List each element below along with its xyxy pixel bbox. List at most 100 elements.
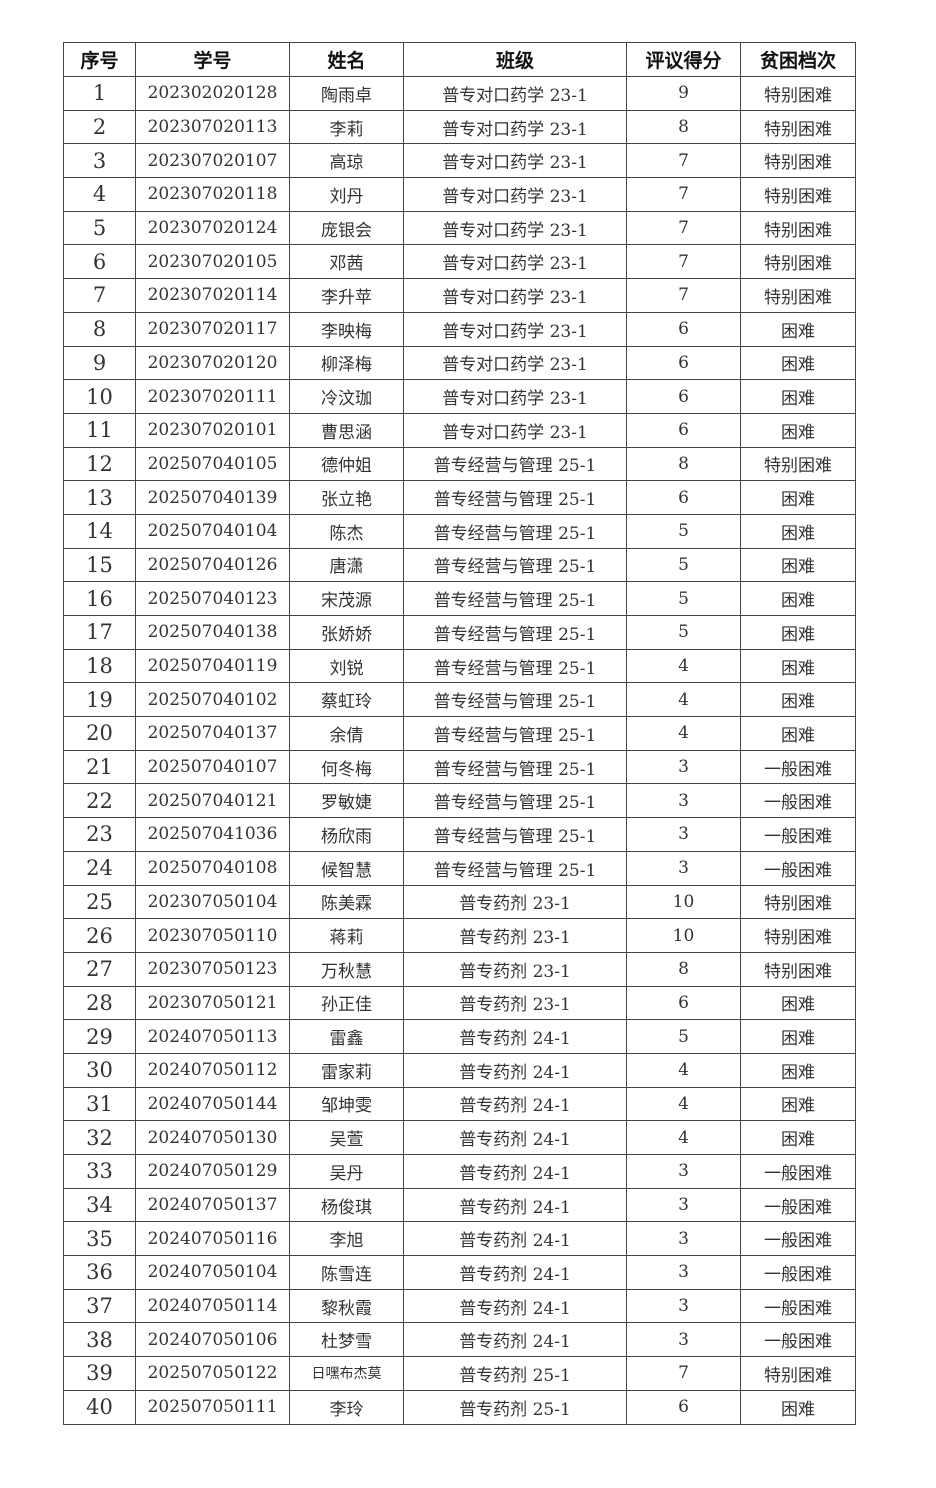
class-cell: 普专药剂 24-1 (403, 1052, 627, 1088)
header-score: 评议得分 (626, 42, 741, 77)
score-cell: 6 (626, 311, 741, 347)
score-cell: 6 (626, 1389, 741, 1425)
table-row: 1 202302020128 陶雨卓 普专对口药学 23-1 9 特别困难 (63, 76, 856, 111)
score-cell: 3 (626, 1322, 741, 1358)
student-id-cell: 202507040126 (135, 547, 290, 583)
student-id-cell: 202407050129 (135, 1154, 290, 1189)
score-cell: 9 (626, 76, 741, 111)
class-cell: 普专药剂 24-1 (403, 1255, 627, 1290)
score-cell: 4 (626, 648, 741, 684)
score-cell: 6 (626, 345, 741, 381)
class-cell: 普专经营与管理 25-1 (403, 615, 627, 650)
name-cell: 陈杰 (289, 513, 404, 549)
seq-cell: 7 (63, 278, 136, 313)
score-cell: 5 (626, 513, 741, 549)
table-row: 23 202507041036 杨欣雨 普专经营与管理 25-1 3 一般困难 (63, 817, 856, 852)
class-cell: 普专药剂 23-1 (403, 918, 627, 953)
level-cell: 困难 (740, 379, 856, 414)
student-id-cell: 202307020111 (135, 379, 290, 414)
level-cell: 困难 (740, 1086, 856, 1122)
table-row: 28 202307050121 孙正佳 普专药剂 23-1 6 困难 (63, 985, 856, 1021)
table-row: 2 202307020113 李莉 普专对口药学 23-1 8 特别困难 (63, 109, 856, 145)
class-cell: 普专药剂 25-1 (403, 1356, 627, 1391)
student-id-cell: 202302020128 (135, 76, 290, 111)
class-cell: 普专对口药学 23-1 (403, 76, 627, 111)
name-cell: 刘锐 (289, 648, 404, 684)
seq-cell: 29 (63, 1019, 136, 1054)
name-cell: 李映梅 (289, 311, 404, 347)
score-cell: 7 (626, 210, 741, 246)
name-cell: 杜梦雪 (289, 1322, 404, 1358)
seq-cell: 32 (63, 1120, 136, 1155)
level-cell: 困难 (740, 513, 856, 549)
level-cell: 困难 (740, 581, 856, 616)
score-cell: 6 (626, 985, 741, 1021)
seq-cell: 18 (63, 648, 136, 684)
name-cell: 陈美霖 (289, 884, 404, 920)
header-student-id: 学号 (135, 42, 290, 77)
student-id-cell: 202407050130 (135, 1120, 290, 1155)
table-row: 5 202307020124 庞银会 普专对口药学 23-1 7 特别困难 (63, 210, 856, 246)
student-id-cell: 202507040105 (135, 446, 290, 482)
table-row: 11 202307020101 曹思涵 普专对口药学 23-1 6 困难 (63, 412, 856, 448)
level-cell: 困难 (740, 547, 856, 583)
student-id-cell: 202507040121 (135, 783, 290, 819)
student-id-cell: 202307020117 (135, 311, 290, 347)
name-cell: 雷家莉 (289, 1052, 404, 1088)
name-cell: 罗敏婕 (289, 783, 404, 819)
seq-cell: 6 (63, 244, 136, 280)
score-cell: 3 (626, 1221, 741, 1257)
student-id-cell: 202307020118 (135, 177, 290, 212)
student-id-cell: 202407050114 (135, 1288, 290, 1324)
table-row: 21 202507040107 何冬梅 普专经营与管理 25-1 3 一般困难 (63, 749, 856, 785)
level-cell: 困难 (740, 985, 856, 1021)
name-cell: 德仲姐 (289, 446, 404, 482)
seq-cell: 21 (63, 749, 136, 785)
level-cell: 特别困难 (740, 1356, 856, 1391)
seq-cell: 36 (63, 1255, 136, 1290)
score-cell: 10 (626, 884, 741, 920)
class-cell: 普专经营与管理 25-1 (403, 716, 627, 751)
level-cell: 一般困难 (740, 1154, 856, 1189)
score-cell: 4 (626, 1120, 741, 1155)
level-cell: 特别困难 (740, 143, 856, 179)
level-cell: 困难 (740, 1120, 856, 1155)
student-id-cell: 202307050110 (135, 918, 290, 953)
name-cell: 余倩 (289, 716, 404, 751)
score-cell: 5 (626, 581, 741, 616)
class-cell: 普专经营与管理 25-1 (403, 581, 627, 616)
level-cell: 特别困难 (740, 884, 856, 920)
class-cell: 普专对口药学 23-1 (403, 210, 627, 246)
seq-cell: 31 (63, 1086, 136, 1122)
student-id-cell: 202507040102 (135, 682, 290, 718)
class-cell: 普专对口药学 23-1 (403, 244, 627, 280)
score-cell: 4 (626, 1086, 741, 1122)
table-row: 16 202507040123 宋茂源 普专经营与管理 25-1 5 困难 (63, 581, 856, 616)
class-cell: 普专对口药学 23-1 (403, 109, 627, 145)
student-id-cell: 202407050106 (135, 1322, 290, 1358)
class-cell: 普专药剂 24-1 (403, 1221, 627, 1257)
level-cell: 一般困难 (740, 1221, 856, 1257)
score-cell: 7 (626, 278, 741, 313)
seq-cell: 16 (63, 581, 136, 616)
score-cell: 6 (626, 412, 741, 448)
class-cell: 普专对口药学 23-1 (403, 177, 627, 212)
class-cell: 普专经营与管理 25-1 (403, 783, 627, 819)
level-cell: 困难 (740, 1389, 856, 1425)
name-cell: 李旭 (289, 1221, 404, 1257)
table-row: 22 202507040121 罗敏婕 普专经营与管理 25-1 3 一般困难 (63, 783, 856, 819)
class-cell: 普专经营与管理 25-1 (403, 749, 627, 785)
name-cell: 黎秋霞 (289, 1288, 404, 1324)
class-cell: 普专对口药学 23-1 (403, 345, 627, 381)
student-id-cell: 202307020120 (135, 345, 290, 381)
name-cell: 杨俊琪 (289, 1187, 404, 1223)
name-cell: 冷汶珈 (289, 379, 404, 414)
seq-cell: 23 (63, 817, 136, 852)
seq-cell: 22 (63, 783, 136, 819)
score-cell: 7 (626, 177, 741, 212)
level-cell: 困难 (740, 412, 856, 448)
student-id-cell: 202407050144 (135, 1086, 290, 1122)
student-id-cell: 202307020105 (135, 244, 290, 280)
score-cell: 3 (626, 850, 741, 886)
name-cell: 孙正佳 (289, 985, 404, 1021)
